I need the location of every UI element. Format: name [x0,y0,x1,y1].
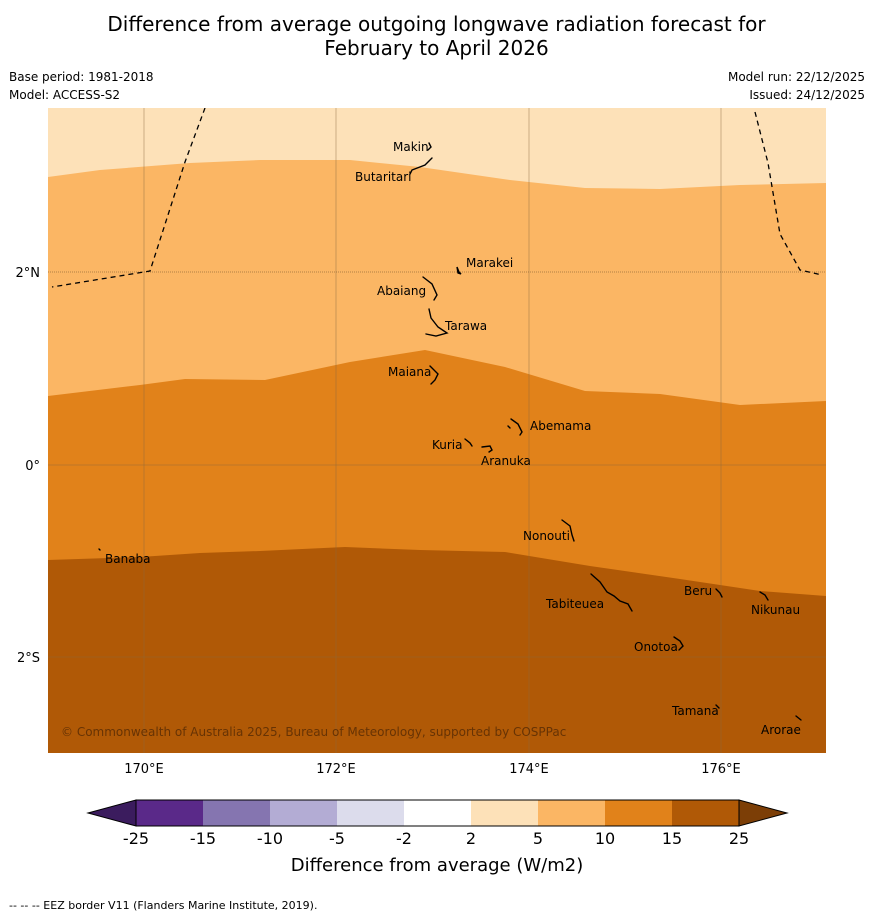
lat-label-2n: 2°N [16,266,41,281]
label-arorae: Arorae [761,723,801,737]
label-abemama: Abemama [530,419,591,433]
title-line-2: February to April 2026 [324,36,549,60]
lon-axis: 170°E 172°E 174°E 176°E [124,762,741,777]
colorbar-bin-4 [337,800,404,826]
label-beru: Beru [684,584,712,598]
lat-label-2s: 2°S [17,651,40,666]
label-aranuka: Aranuka [481,454,531,468]
island-abaiang [422,276,438,301]
place-labels: Makin Butaritari Marakei Abaiang Tarawa … [105,140,801,737]
label-maiana: Maiana [388,365,431,379]
colorbar-bin-9 [672,800,739,826]
island-tarawa [425,308,449,337]
colorbar-tick: 5 [533,829,543,848]
label-nikunau: Nikunau [751,603,800,617]
colorbar-bin-7 [538,800,605,826]
base-period: Base period: 1981-2018 [9,70,154,84]
island-onotoa [673,636,684,651]
island-kuria [464,438,473,447]
label-tamana: Tamana [671,704,719,718]
eez-border-west [51,108,206,288]
copyright-notice: © Commonwealth of Australia 2025, Bureau… [61,725,566,739]
label-onotoa: Onotoa [634,640,678,654]
eez-legend-note: -- -- -- EEZ border V11 (Flanders Marine… [9,899,318,912]
colorbar-bin-8 [605,800,672,826]
title-line-1: Difference from average outgoing longwav… [107,12,766,36]
meta-right: Model run: 22/12/2025 Issued: 24/12/2025 [728,68,865,104]
meta-left: Base period: 1981-2018 Model: ACCESS-S2 [9,68,154,104]
eez-borders [51,108,823,288]
lon-label-170: 170°E [124,762,164,777]
label-banaba: Banaba [105,552,151,566]
island-arorae [795,715,802,721]
map-area: Makin Butaritari Marakei Abaiang Tarawa … [48,108,826,753]
island-maiana [429,365,439,385]
colorbar-tick: 15 [662,829,682,848]
colorbar-tick: 10 [595,829,615,848]
colorbar-tick: -5 [329,829,345,848]
lon-label-176: 176°E [701,762,741,777]
colorbar-extend-high [738,799,789,827]
model-run: Model run: 22/12/2025 [727,70,865,84]
lon-label-174: 174°E [509,762,549,777]
colorbar-ticks: -25 -15 -10 -5 -2 2 5 10 15 25 [123,829,749,848]
label-tabiteuea: Tabiteuea [545,597,604,611]
island-abemama-islet [507,425,511,429]
island-banaba [98,548,101,551]
label-abaiang: Abaiang [377,284,426,298]
colorbar-bin-3 [270,800,337,826]
label-makin: Makin [393,140,429,154]
island-tamana [715,704,720,709]
island-makin [427,142,432,151]
chart-title: Difference from average outgoing longwav… [0,12,873,60]
colorbar-tick: -2 [396,829,412,848]
island-nikunau [759,591,769,601]
colorbar-tick: 25 [729,829,749,848]
island-tabiteuea [590,573,633,612]
lat-label-0: 0° [25,459,40,474]
island-aranuka [481,445,493,453]
graticule [48,108,826,753]
colorbar-frame [135,799,740,827]
lon-label-172: 172°E [316,762,356,777]
colorbar [86,799,789,827]
label-tarawa: Tarawa [444,319,487,333]
island-nonouti [561,519,575,542]
colorbar-tick: -15 [190,829,216,848]
colorbar-bin-6 [471,800,538,826]
colorbar-tick: 2 [466,829,476,848]
lat-axis: 2°N 0° 2°S [16,266,41,666]
label-butaritari: Butaritari [355,170,412,184]
islands [98,142,802,721]
island-butaritari [409,157,433,175]
band-15-25 [48,547,826,753]
colorbar-tick: -10 [257,829,283,848]
eez-border-east [754,111,823,276]
colorbar-bin-5 [404,800,471,826]
colorbar-bin-1 [136,800,203,826]
label-nonouti: Nonouti [523,529,570,543]
colorbar-label: Difference from average (W/m2) [291,855,583,876]
island-marakei [456,266,462,275]
colorbar-extend-low [86,799,137,827]
issued-date: Issued: 24/12/2025 [749,88,865,102]
model-name: Model: ACCESS-S2 [9,88,121,102]
label-marakei: Marakei [466,256,513,270]
colorbar-bin-2 [203,800,270,826]
island-abemama [510,418,523,436]
label-kuria: Kuria [432,438,463,452]
island-beru [715,588,723,598]
colorbar-tick: -25 [123,829,149,848]
